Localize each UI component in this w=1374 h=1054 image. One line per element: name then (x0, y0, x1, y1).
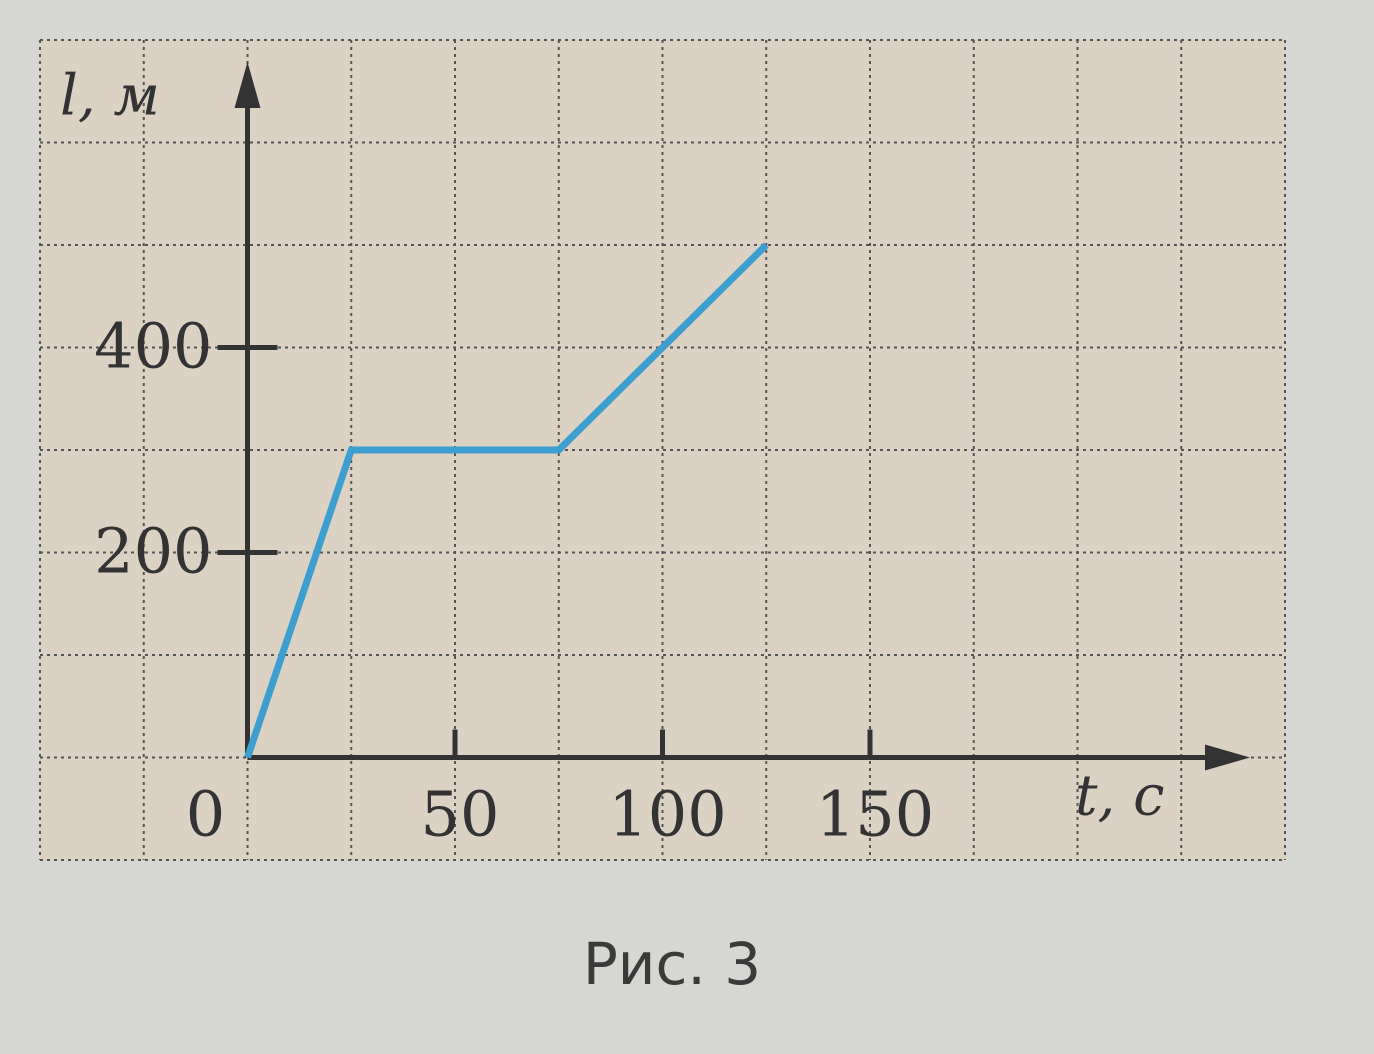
y-axis-label: l, м (60, 64, 160, 129)
caption: Рис. 3 (583, 930, 761, 998)
x-tick-label: 150 (816, 778, 934, 851)
y-tick-label: 200 (94, 515, 212, 588)
x-axis-arrow (1205, 744, 1250, 771)
y-tick-label: 400 (94, 310, 212, 383)
data-line (244, 242, 769, 759)
x-tick-label: 0 (186, 778, 225, 851)
x-tick-label: 100 (608, 778, 726, 851)
x-axis-label: t, с (1075, 764, 1164, 829)
y-axis-arrow (234, 62, 261, 108)
x-tick-label: 50 (421, 778, 500, 851)
